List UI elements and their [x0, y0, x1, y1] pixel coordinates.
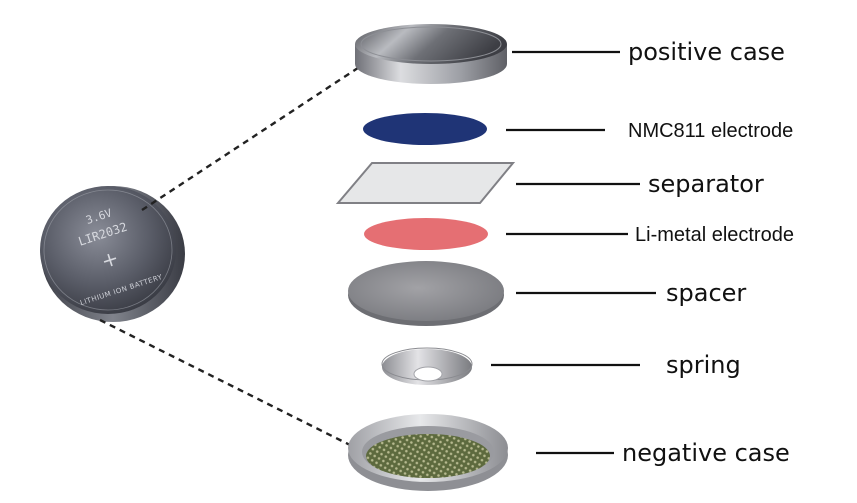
spring-washer: [381, 347, 473, 385]
label-nmc811-electrode: NMC811 electrode: [628, 120, 793, 142]
positive-case-image: [355, 24, 507, 84]
li-metal-electrode-disc: [364, 218, 488, 250]
label-separator: separator: [648, 170, 764, 198]
cell-face: [40, 186, 176, 314]
assembled-coin-cell: 3.6V LIR2032 + LITHIUM ION BATTERY: [40, 186, 185, 322]
spacer-disc: [348, 261, 504, 326]
label-negative-case: negative case: [622, 439, 790, 467]
dashed-connector-top: [141, 58, 371, 212]
separator-sheet: [335, 162, 516, 204]
nmc811-electrode-disc: [363, 113, 487, 145]
label-spring: spring: [666, 351, 741, 379]
label-li-metal-electrode: Li-metal electrode: [635, 224, 794, 246]
dashed-connector-bottom: [99, 318, 371, 457]
label-positive-case: positive case: [628, 38, 785, 66]
negative-case-image: [348, 414, 508, 491]
label-spacer: spacer: [666, 279, 746, 307]
cell-plus-text: +: [98, 245, 121, 273]
